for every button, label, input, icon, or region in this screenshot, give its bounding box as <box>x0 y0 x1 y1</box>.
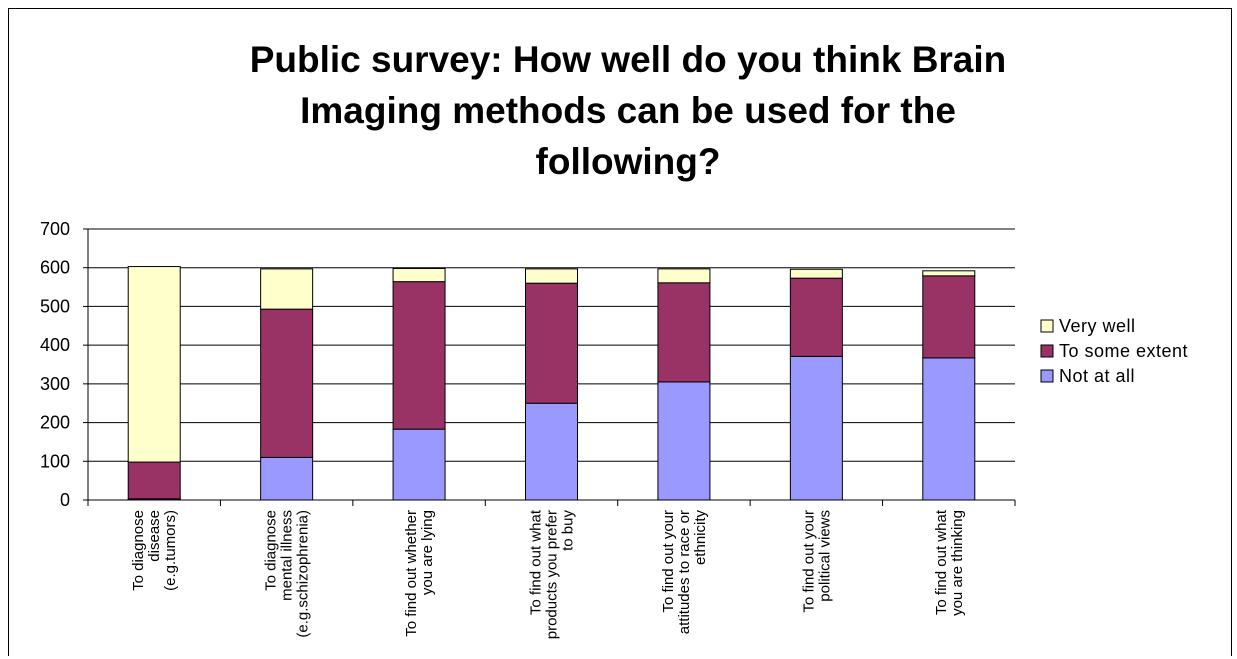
bar-segment <box>392 281 446 430</box>
x-tick-label: To diagnose mental illness (e.g.schizophre… <box>263 510 312 638</box>
axes <box>83 228 1016 506</box>
bar-segment <box>657 381 711 501</box>
x-tick-label-line: To find out whether <box>403 510 420 637</box>
x-tick-label-line: attitudes to race or <box>676 510 693 634</box>
chart-title-line: following? <box>536 141 721 182</box>
legend-swatch <box>1040 319 1054 333</box>
y-tick-label: 200 <box>40 413 70 433</box>
legend: Very well To some extent Not at all <box>1040 316 1188 386</box>
legend-swatch <box>1040 344 1054 358</box>
bar-segment <box>525 268 578 284</box>
x-axis-ticks: To diagnose disease (e.g.tumors) To diagnos… <box>130 509 966 639</box>
legend-label: Very well <box>1059 316 1136 336</box>
x-tick-label: To find out your political views <box>800 510 833 613</box>
x-tick-label-line: disease <box>146 510 163 562</box>
legend-swatch <box>1040 369 1054 383</box>
y-tick-label: 100 <box>40 451 70 471</box>
x-tick-label-line: you are thinking <box>949 510 966 616</box>
x-tick-label-line: To diagnose <box>263 510 280 591</box>
bar-segment <box>260 268 314 310</box>
bar-segment <box>922 270 976 277</box>
x-tick-label: To diagnose disease (e.g.tumors) <box>130 510 179 591</box>
x-tick-label: To find out what products you prefer to bu… <box>528 509 577 639</box>
x-tick-label-line: you are lying <box>419 510 436 595</box>
bar-segment <box>127 266 181 463</box>
x-tick-label-line: political views <box>816 510 833 602</box>
bar-segment <box>525 282 578 404</box>
x-tick-label-line: To find out your <box>800 510 817 613</box>
x-tick-label-line: (e.g.tumors) <box>162 510 179 591</box>
y-tick-label: 400 <box>40 335 70 355</box>
x-tick-label-line: mental illness <box>279 510 296 601</box>
y-tick-label: 500 <box>40 296 70 316</box>
x-tick-label-line: ethnicity <box>692 510 709 566</box>
bar-segment <box>789 355 843 501</box>
x-tick-label-line: (e.g.schizophrenia) <box>295 510 312 638</box>
x-tick-label-line: To find out what <box>933 509 950 615</box>
bar-segment <box>392 428 446 501</box>
chart-frame <box>8 8 1232 656</box>
chart-title-line: Public survey: How well do you think Bra… <box>250 39 1007 80</box>
x-tick-label: To find out what you are thinking <box>933 509 966 616</box>
chart-title-line: Imaging methods can be used for the <box>300 90 956 131</box>
x-tick-label-line: To diagnose <box>130 510 147 591</box>
x-tick-label-line: to buy <box>560 510 577 551</box>
y-tick-label: 600 <box>40 258 70 278</box>
bar-segment <box>392 267 446 283</box>
y-axis-ticks: 0 100 200 300 400 500 600 700 <box>40 219 70 510</box>
bar-segment <box>260 308 314 458</box>
bar-segment <box>922 275 976 359</box>
legend-label: To some extent <box>1059 341 1188 361</box>
x-tick-label-line: To find out what <box>528 509 545 615</box>
bar-segment <box>789 277 843 357</box>
legend-label: Not at all <box>1059 366 1135 386</box>
bar-segment <box>657 268 711 284</box>
bar-segment <box>789 268 843 279</box>
y-tick-label: 700 <box>40 219 70 239</box>
bar-segment <box>657 282 711 383</box>
chart-title: Public survey: How well do you think Bra… <box>250 39 1007 182</box>
bar-segment <box>127 461 181 500</box>
x-tick-label: To find out your attitudes to race or ethn… <box>660 510 709 635</box>
y-tick-label: 300 <box>40 374 70 394</box>
bar-segment <box>260 456 314 501</box>
x-tick-label-line: products you prefer <box>544 510 561 639</box>
bars <box>127 266 976 501</box>
x-tick-label-line: To find out your <box>660 510 677 613</box>
x-tick-label: To find out whether you are lying <box>403 510 436 637</box>
bar-segment <box>525 402 578 501</box>
bar-segment <box>922 357 976 501</box>
y-tick-label: 0 <box>60 490 70 510</box>
